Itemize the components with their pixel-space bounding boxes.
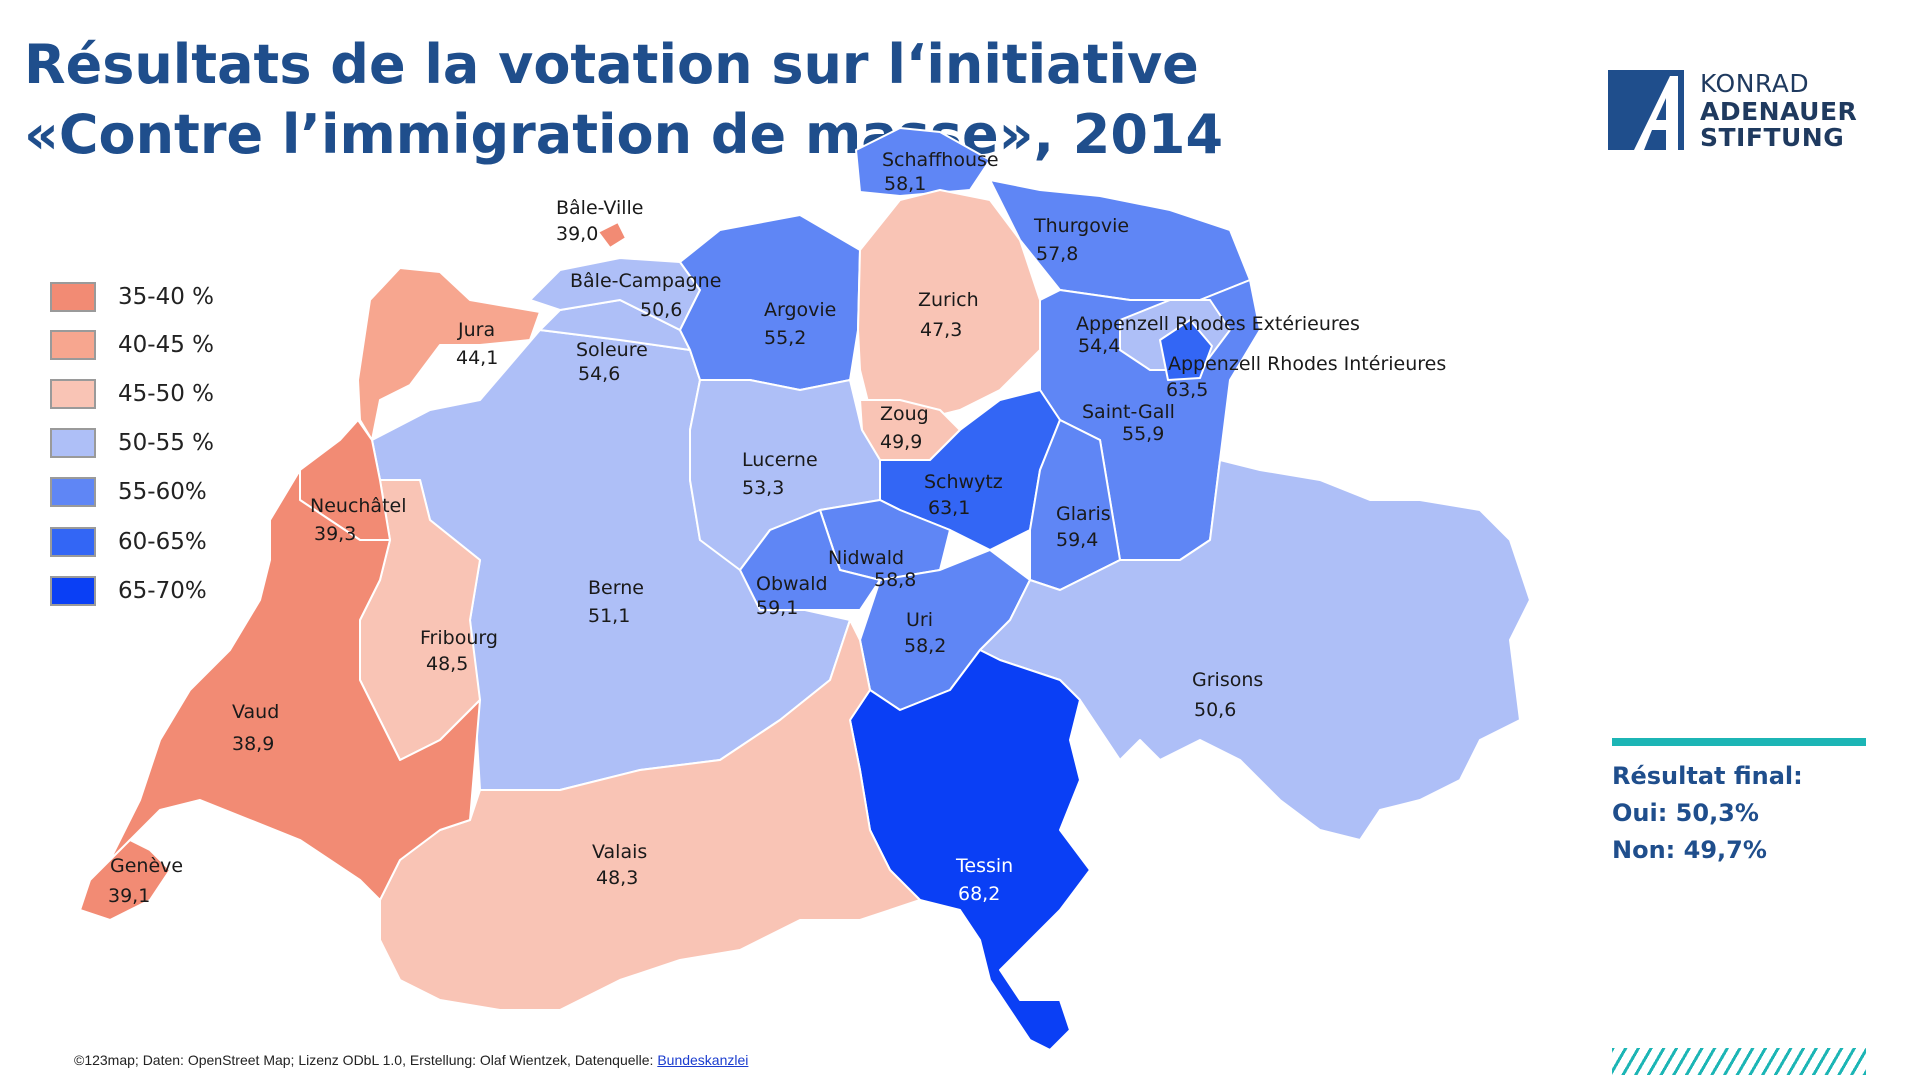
canton-name: Fribourg: [420, 627, 498, 649]
canton-value: 58,8: [874, 569, 916, 591]
canton-value: 47,3: [920, 319, 962, 341]
canton-name: Zurich: [918, 289, 979, 311]
canton-zurich: [857, 189, 1041, 421]
legend-item: 45-50 %: [50, 377, 270, 417]
result-accent-bar: [1612, 738, 1866, 746]
canton-appenzell-int: [1159, 319, 1213, 381]
canton-value: 63,1: [928, 497, 970, 519]
canton-name: Grisons: [1192, 669, 1263, 691]
legend-item: 65-70%: [50, 574, 270, 614]
legend-swatch: [50, 330, 96, 360]
canton-value: 44,1: [456, 347, 498, 369]
canton-name: Soleure: [576, 339, 648, 361]
canton-value: 50,6: [1194, 699, 1236, 721]
canton-jura: [357, 267, 541, 441]
canton-value: 38,9: [232, 733, 274, 755]
legend-label: 55-60%: [118, 479, 207, 505]
canton-name: Uri: [906, 609, 933, 631]
canton-value: 54,6: [578, 363, 620, 385]
canton-name: Schwytz: [924, 471, 1003, 493]
legend-item: 60-65%: [50, 525, 270, 565]
canton-value: 58,1: [884, 173, 926, 195]
canton-value: 53,3: [742, 477, 784, 499]
canton-name: Appenzell Rhodes Intérieures: [1168, 353, 1446, 375]
final-result: Résultat final: Oui: 50,3% Non: 49,7%: [1612, 758, 1803, 869]
canton-name: Tessin: [955, 855, 1013, 877]
legend-label: 50-55 %: [118, 430, 214, 456]
canton-name: Jura: [457, 319, 495, 341]
legend-item: 55-60%: [50, 475, 270, 515]
canton-vaud: [109, 469, 481, 901]
final-result-no: Non: 49,7%: [1612, 836, 1767, 864]
canton-name: Zoug: [880, 403, 929, 425]
canton-bale-ville: [597, 221, 627, 249]
canton-geneve: [79, 839, 171, 921]
canton-name: Genève: [110, 855, 183, 877]
final-result-yes: Oui: 50,3%: [1612, 799, 1759, 827]
logo-line-2: ADENAUER: [1700, 97, 1858, 126]
canton-value: 63,5: [1166, 379, 1208, 401]
canton-name: Appenzell Rhodes Extérieures: [1076, 313, 1360, 335]
legend-label: 60-65%: [118, 529, 207, 555]
canton-value: 59,4: [1056, 529, 1098, 551]
canton-value: 55,2: [764, 327, 806, 349]
canton-name: Lucerne: [742, 449, 818, 471]
canton-name: Vaud: [232, 701, 279, 723]
canton-value: 39,1: [108, 885, 150, 907]
canton-value: 54,4: [1078, 335, 1120, 357]
canton-value: 48,3: [596, 867, 638, 889]
legend-item: 40-45 %: [50, 328, 270, 368]
legend-swatch: [50, 428, 96, 458]
decorative-hatch: [1612, 1048, 1866, 1075]
final-result-heading: Résultat final:: [1612, 762, 1803, 790]
canton-grisons: [979, 459, 1531, 841]
canton-name: Glaris: [1056, 503, 1111, 525]
canton-value: 55,9: [1122, 423, 1164, 445]
canton-name: Thurgovie: [1033, 215, 1129, 237]
legend-label: 40-45 %: [118, 332, 214, 358]
legend-label: 65-70%: [118, 578, 207, 604]
canton-name: Argovie: [764, 299, 836, 321]
canton-value: 51,1: [588, 605, 630, 627]
canton-value: 68,2: [958, 883, 1000, 905]
canton-name: Neuchâtel: [310, 495, 407, 517]
canton-schaffhouse: [855, 127, 991, 197]
canton-value: 39,3: [314, 523, 356, 545]
canton-name: Schaffhouse: [882, 149, 999, 171]
page-title: Résultats de la votation sur l‘initiativ…: [24, 33, 1224, 166]
logo-line-3: STIFTUNG: [1700, 123, 1845, 152]
canton-name: Valais: [592, 841, 647, 863]
source-link[interactable]: Bundeskanzlei: [657, 1052, 749, 1068]
canton-value: 50,6: [640, 299, 682, 321]
legend-swatch: [50, 477, 96, 507]
kas-logo-icon: [1608, 70, 1684, 150]
canton-tessin: [849, 649, 1091, 1051]
canton-value: 39,0: [556, 223, 598, 245]
canton-value: 48,5: [426, 653, 468, 675]
canton-valais: [379, 619, 921, 1011]
legend-swatch: [50, 527, 96, 557]
legend-label: 45-50 %: [118, 381, 214, 407]
canton-name: Nidwald: [828, 547, 904, 569]
canton-value: 49,9: [880, 431, 922, 453]
legend-item: 50-55 %: [50, 426, 270, 466]
kas-logo: KONRAD ADENAUER STIFTUNG: [1608, 70, 1908, 160]
legend-label: 35-40 %: [118, 284, 214, 310]
legend-swatch: [50, 379, 96, 409]
canton-value: 59,1: [756, 597, 798, 619]
canton-name: Berne: [588, 577, 644, 599]
canton-value: 57,8: [1036, 243, 1078, 265]
source-text: ©123map; Daten: OpenStreet Map; Lizenz O…: [74, 1052, 658, 1068]
canton-name: Bâle-Ville: [556, 197, 644, 219]
source-footer: ©123map; Daten: OpenStreet Map; Lizenz O…: [74, 1052, 748, 1068]
canton-name: Saint-Gall: [1082, 401, 1175, 423]
legend-item: 35-40 %: [50, 280, 270, 320]
canton-value: 58,2: [904, 635, 946, 657]
legend-swatch: [50, 576, 96, 606]
canton-name: Obwald: [756, 573, 828, 595]
legend-swatch: [50, 282, 96, 312]
canton-name: Bâle-Campagne: [570, 270, 721, 292]
logo-line-1: KONRAD: [1700, 69, 1810, 98]
